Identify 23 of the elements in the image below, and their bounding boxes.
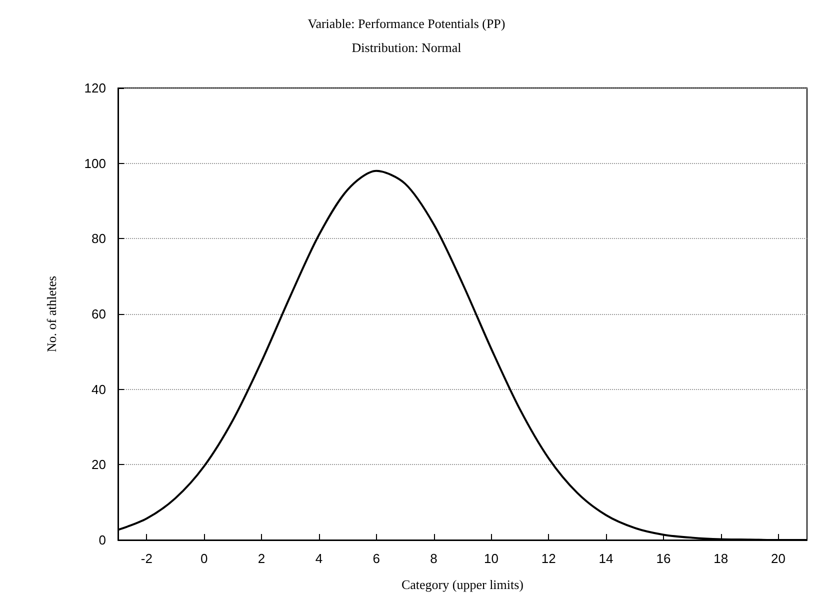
x-tick-label: 10: [484, 551, 498, 566]
x-tick-label: 4: [315, 551, 323, 566]
x-tick-label: 12: [541, 551, 556, 566]
x-tick-label: 14: [598, 551, 614, 566]
x-tick-label: 18: [714, 551, 728, 566]
x-tick-label: -2: [140, 551, 152, 566]
y-tick-label: 0: [98, 532, 106, 548]
y-tick-label: 40: [92, 382, 106, 397]
chart-title: Variable: Performance Potentials (PP): [308, 16, 506, 31]
x-tick-label: 6: [372, 551, 380, 566]
x-axis-title: Category (upper limits): [401, 577, 524, 592]
y-tick-label: 20: [92, 457, 106, 472]
x-tick-label: 20: [771, 551, 786, 566]
y-tick-label: 80: [92, 231, 106, 246]
x-tick-label: 0: [200, 551, 208, 566]
y-axis-title: No. of athletes: [44, 276, 59, 352]
x-tick-label: 16: [656, 551, 671, 566]
chart-subtitle: Distribution: Normal: [352, 40, 462, 55]
y-tick-label: 100: [84, 156, 106, 171]
x-tick-label: 2: [258, 551, 266, 566]
y-tick-label: 60: [92, 306, 106, 322]
y-tick-label: 120: [84, 80, 106, 96]
x-tick-label: 8: [430, 551, 438, 566]
